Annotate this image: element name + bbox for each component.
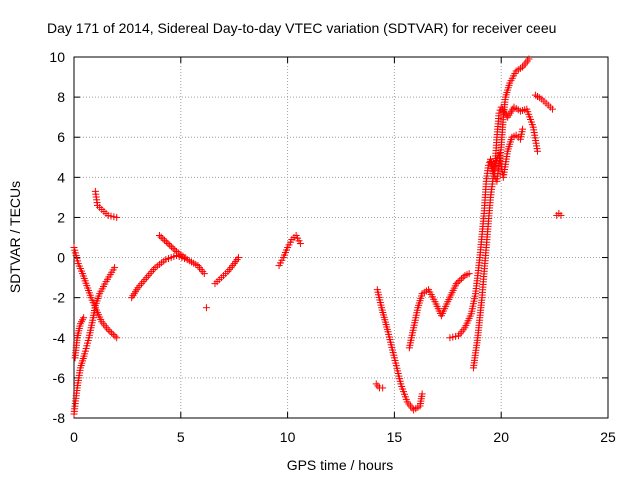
data-track — [487, 55, 533, 185]
data-point — [157, 233, 165, 241]
x-tick-label: 25 — [600, 429, 616, 445]
data-point — [169, 244, 177, 252]
data-point — [454, 278, 462, 286]
data-point — [162, 238, 170, 246]
data-point — [379, 384, 387, 392]
data-track — [70, 244, 121, 342]
data-track — [155, 231, 189, 262]
data-point — [159, 235, 167, 243]
data-point — [459, 273, 467, 281]
x-tick-label: 15 — [387, 429, 403, 445]
y-tick-label: -8 — [53, 410, 66, 426]
y-tick-label: 10 — [49, 49, 65, 65]
data-point — [296, 240, 304, 248]
data-point — [113, 213, 121, 221]
x-axis-label: GPS time / hours — [287, 457, 394, 473]
data-point — [104, 326, 112, 334]
data-point — [104, 211, 112, 219]
data-track — [553, 209, 565, 219]
data-point — [181, 254, 189, 262]
data-point — [495, 109, 503, 117]
data-point — [200, 270, 208, 278]
y-tick-label: -4 — [53, 330, 66, 346]
data-track — [531, 91, 556, 113]
data-point — [107, 212, 115, 220]
x-tick-label: 20 — [493, 429, 509, 445]
y-tick-label: 4 — [57, 169, 65, 185]
data-point — [452, 332, 460, 340]
data-point — [534, 147, 542, 155]
y-tick-label: -6 — [53, 370, 66, 386]
y-tick-label: 6 — [57, 129, 65, 145]
data-point — [111, 332, 119, 340]
data-point — [110, 213, 118, 221]
data-point — [418, 390, 426, 398]
data-track — [275, 231, 304, 270]
data-point — [519, 125, 527, 133]
y-tick-label: 8 — [57, 89, 65, 105]
data-point — [525, 55, 533, 63]
data-point — [161, 236, 169, 244]
data-track — [71, 314, 88, 362]
data-point — [557, 211, 565, 219]
y-tick-label: -2 — [53, 290, 66, 306]
data-point — [167, 243, 175, 251]
data-point — [166, 241, 174, 249]
data-track — [405, 270, 473, 352]
data-point — [465, 270, 473, 278]
data-point — [113, 334, 121, 342]
data-point — [449, 333, 457, 341]
data-track — [202, 304, 210, 312]
y-axis-label: SDTVAR / TECUs — [7, 181, 23, 293]
data-track — [469, 125, 527, 372]
y-tick-label: 0 — [57, 250, 65, 266]
data-point — [171, 246, 179, 254]
data-point — [202, 304, 210, 312]
data-point — [456, 276, 464, 284]
data-point — [446, 334, 454, 342]
data-point — [164, 240, 172, 248]
y-tick-label: 2 — [57, 209, 65, 225]
data-track — [373, 286, 426, 414]
data-point — [452, 280, 460, 288]
data-point — [80, 314, 88, 322]
plot-frame — [73, 56, 609, 419]
data-point — [548, 105, 556, 113]
data-point — [111, 264, 119, 272]
data-point — [109, 331, 117, 339]
data-point — [108, 329, 116, 337]
data-point — [457, 275, 465, 283]
x-tick-label: 5 — [177, 429, 185, 445]
data-track — [128, 252, 208, 302]
data-point — [106, 327, 114, 335]
data-track — [372, 380, 387, 392]
chart-title: Day 171 of 2014, Sidereal Day-to-day VTE… — [47, 20, 556, 36]
data-track — [91, 187, 121, 221]
data-track — [211, 254, 242, 288]
data-markers — [70, 55, 565, 418]
axis-ticks: 0 5 10 15 20 25 -8 -6 -4 -2 0 2 4 6 8 10 — [49, 49, 616, 445]
data-point — [234, 254, 242, 262]
x-tick-label: 10 — [280, 429, 296, 445]
data-point — [155, 231, 163, 239]
x-tick-label: 0 — [70, 429, 78, 445]
